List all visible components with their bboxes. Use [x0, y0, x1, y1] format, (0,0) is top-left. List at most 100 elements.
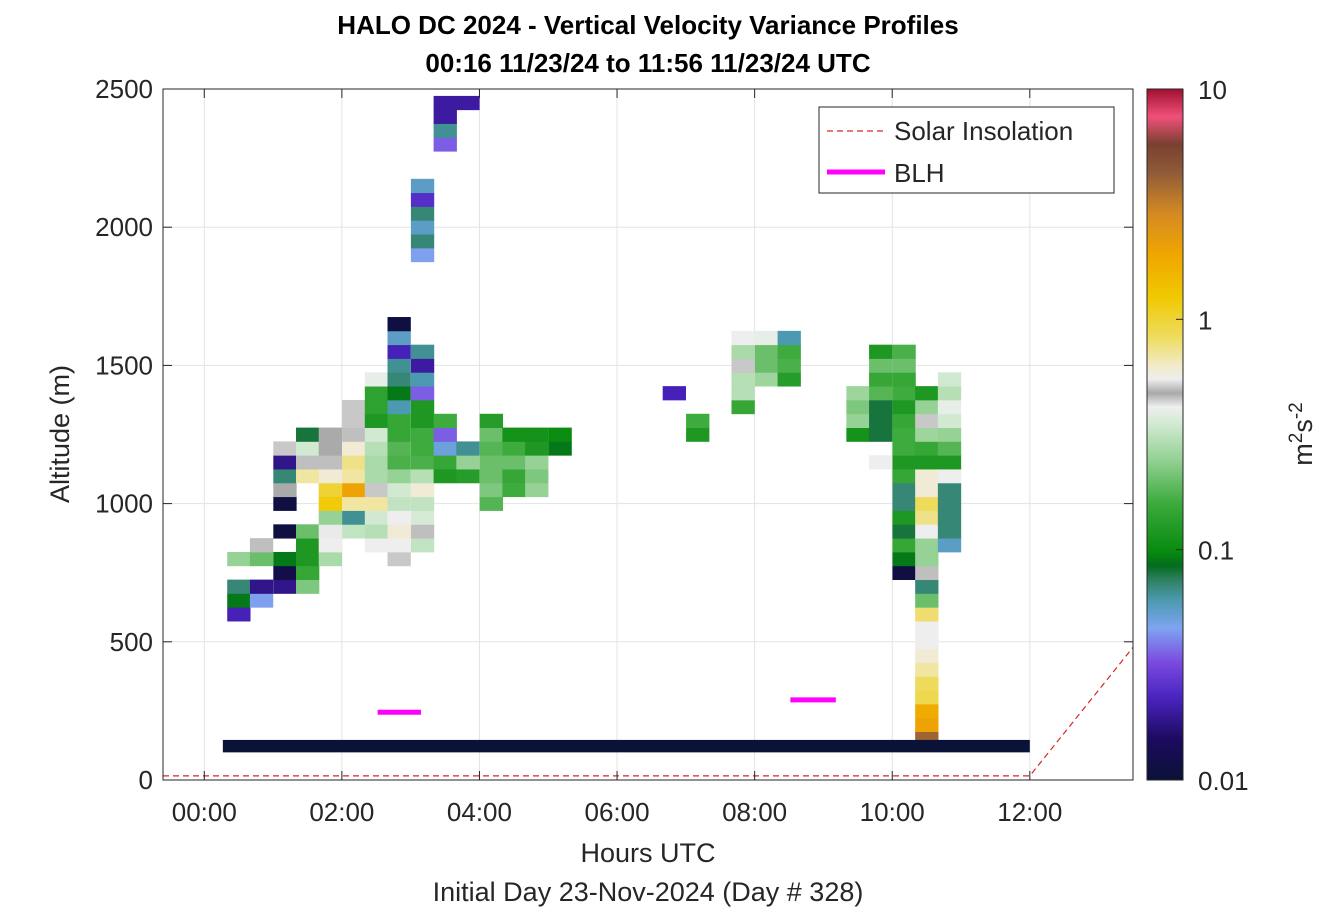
variance-cell: [479, 413, 504, 428]
variance-cell: [731, 330, 755, 346]
variance-cell: [364, 399, 389, 415]
variance-cell: [273, 551, 297, 567]
x-tick-label: 02:00: [309, 797, 374, 827]
variance-cell: [410, 524, 435, 539]
x-tick-label: 12:00: [997, 797, 1062, 827]
variance-cell: [410, 441, 435, 456]
colorbar-tick-label: 1: [1198, 305, 1212, 335]
variance-cell: [410, 220, 435, 235]
variance-cell: [342, 427, 366, 442]
variance-cell: [410, 469, 435, 484]
variance-cell: [915, 593, 939, 608]
variance-cell: [892, 441, 916, 456]
variance-cell: [915, 524, 939, 539]
variance-cell: [937, 524, 962, 539]
variance-cell: [249, 551, 274, 567]
x-tick-label: 08:00: [722, 797, 787, 827]
variance-cell: [869, 413, 893, 428]
y-tick-label: 2000: [95, 212, 153, 242]
variance-cell: [892, 469, 916, 484]
variance-cell: [915, 469, 939, 484]
variance-cell: [892, 482, 916, 498]
variance-cell: [296, 579, 320, 594]
variance-cell: [754, 344, 779, 359]
variance-cell: [227, 593, 251, 608]
variance-cell: [869, 344, 893, 359]
legend: Solar Insolation BLH: [818, 106, 1115, 194]
variance-cell: [892, 386, 916, 401]
variance-cell: [915, 496, 939, 511]
variance-cell: [915, 413, 939, 428]
variance-cell: [410, 358, 435, 373]
variance-cell: [296, 427, 320, 442]
variance-cell: [525, 427, 549, 442]
variance-cell: [387, 551, 411, 567]
overlays: [163, 646, 1134, 777]
variance-cell: [502, 469, 526, 484]
variance-cell: [937, 386, 962, 401]
variance-cell: [318, 524, 343, 539]
variance-cell: [731, 399, 755, 415]
variance-cell: [777, 330, 801, 346]
variance-cell: [456, 95, 480, 111]
variance-cell: [342, 496, 366, 511]
variance-cell: [387, 538, 411, 553]
y-tick-label: 2500: [95, 74, 153, 104]
variance-cell: [296, 551, 320, 567]
variance-cell: [410, 399, 435, 415]
variance-cell: [273, 579, 297, 594]
variance-cell: [479, 455, 504, 470]
y-tick-label: 0: [139, 765, 153, 795]
variance-cell: [525, 441, 549, 456]
variance-cell: [846, 427, 870, 442]
chart-title: HALO DC 2024 - Vertical Velocity Varianc…: [337, 10, 958, 40]
variance-cell: [364, 524, 389, 539]
variance-cell: [731, 358, 755, 373]
variance-cell: [364, 510, 389, 525]
variance-cell: [502, 427, 526, 442]
variance-cell: [915, 565, 939, 581]
variance-cell: [433, 123, 457, 138]
variance-cell: [249, 579, 274, 594]
variance-cell: [318, 441, 343, 456]
variance-cell: [502, 455, 526, 470]
variance-cell: [892, 372, 916, 387]
variance-cell: [433, 469, 457, 484]
variance-cell: [915, 386, 939, 401]
variance-cell: [915, 621, 939, 636]
variance-cell: [915, 717, 939, 733]
variance-cell: [342, 441, 366, 456]
variance-cell: [525, 482, 549, 498]
variance-cell: [479, 427, 504, 442]
variance-cell: [915, 482, 939, 498]
variance-cell: [915, 399, 939, 415]
variance-cell: [892, 399, 916, 415]
variance-cell: [456, 469, 480, 484]
variance-cell: [387, 524, 411, 539]
variance-cell: [342, 482, 366, 498]
variance-cell: [364, 482, 389, 498]
variance-cell: [296, 469, 320, 484]
variance-cell: [548, 427, 572, 442]
variance-cell: [387, 399, 411, 415]
colorbar-ticks: 0.01 0.1 1 10: [1176, 75, 1249, 796]
variance-cell: [410, 178, 435, 194]
variance-cell: [318, 510, 343, 525]
variance-cell: [433, 455, 457, 470]
variance-cell: [410, 206, 435, 221]
variance-cell: [410, 344, 435, 359]
variance-cell: [410, 538, 435, 553]
variance-cell: [937, 427, 962, 442]
variance-cell: [273, 441, 297, 456]
variance-cell: [318, 551, 343, 567]
variance-cell: [892, 344, 916, 359]
variance-cell: [915, 441, 939, 456]
variance-cell: [387, 317, 411, 332]
variance-cell: [915, 455, 939, 470]
variance-cell: [410, 372, 435, 387]
variance-cell: [410, 234, 435, 249]
variance-cell: [387, 455, 411, 470]
variance-cell: [296, 524, 320, 539]
variance-cell: [342, 399, 366, 415]
